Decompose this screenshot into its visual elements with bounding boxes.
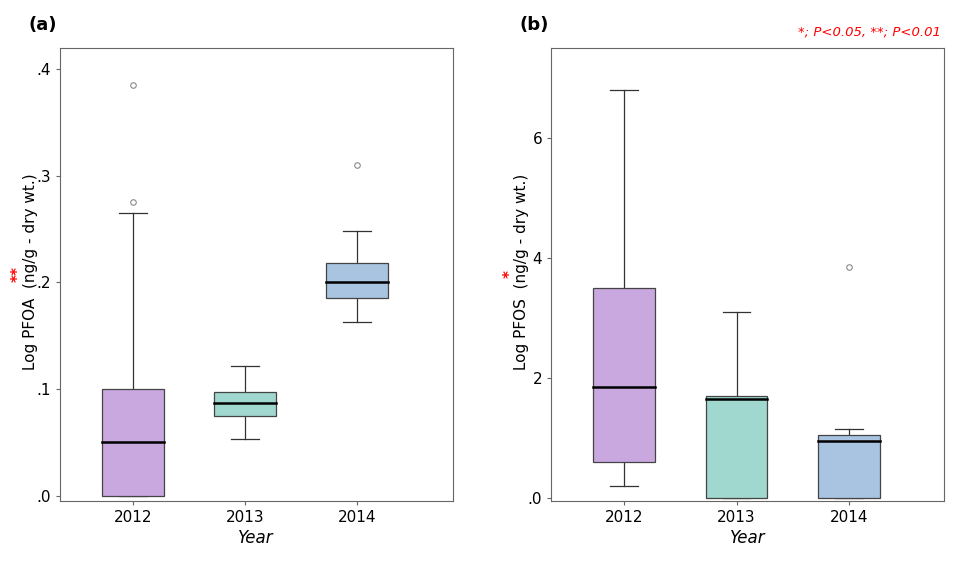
- FancyBboxPatch shape: [594, 288, 655, 462]
- FancyBboxPatch shape: [705, 396, 768, 498]
- FancyBboxPatch shape: [102, 389, 163, 496]
- Text: Log PFOS  (ng/g - dry wt.): Log PFOS (ng/g - dry wt.): [514, 174, 530, 375]
- Text: (a): (a): [28, 16, 57, 34]
- FancyBboxPatch shape: [818, 435, 879, 498]
- FancyBboxPatch shape: [327, 263, 388, 298]
- FancyBboxPatch shape: [214, 393, 276, 416]
- Text: *: *: [503, 270, 518, 279]
- X-axis label: Year: Year: [238, 530, 274, 547]
- Text: (b): (b): [520, 16, 550, 34]
- Text: Log PFOA  (ng/g - dry wt.): Log PFOA (ng/g - dry wt.): [23, 174, 37, 375]
- Text: **: **: [11, 266, 26, 283]
- X-axis label: Year: Year: [730, 530, 766, 547]
- Text: *; P<0.05, **; P<0.01: *; P<0.05, **; P<0.01: [798, 25, 941, 38]
